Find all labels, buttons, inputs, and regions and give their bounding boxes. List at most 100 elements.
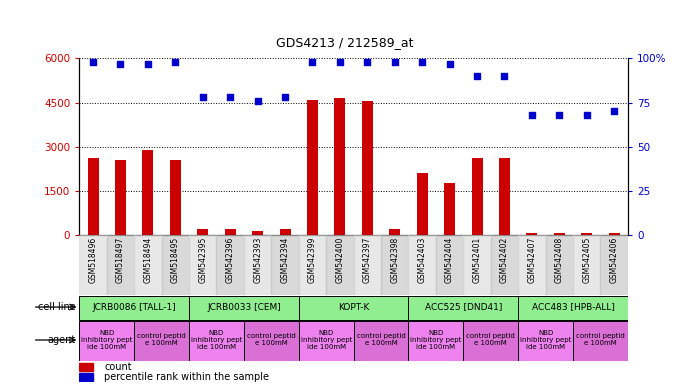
- Bar: [88, 159, 99, 235]
- Bar: [299, 235, 326, 295]
- Bar: [381, 235, 408, 295]
- Bar: [79, 235, 107, 295]
- Bar: [79, 363, 93, 371]
- Text: control peptid
e 100mM: control peptid e 100mM: [137, 333, 186, 346]
- Point: [471, 73, 482, 79]
- Text: NBD
inhibitory pept
ide 100mM: NBD inhibitory pept ide 100mM: [191, 330, 242, 350]
- Bar: [79, 321, 135, 361]
- Text: GSM518497: GSM518497: [116, 237, 125, 283]
- Bar: [189, 296, 299, 319]
- Bar: [581, 233, 592, 235]
- Text: ACC525 [DND41]: ACC525 [DND41]: [424, 303, 502, 311]
- Bar: [170, 160, 181, 235]
- Point: [335, 59, 346, 65]
- Point: [417, 59, 428, 65]
- Text: GSM542403: GSM542403: [417, 237, 426, 283]
- Text: control peptid
e 100mM: control peptid e 100mM: [357, 333, 406, 346]
- Bar: [444, 184, 455, 235]
- Bar: [518, 321, 573, 361]
- Bar: [225, 229, 236, 235]
- Bar: [189, 321, 244, 361]
- Bar: [464, 321, 518, 361]
- Point: [197, 94, 208, 100]
- Point: [252, 98, 263, 104]
- Text: GSM542394: GSM542394: [281, 237, 290, 283]
- Bar: [353, 235, 381, 295]
- Text: GSM542398: GSM542398: [391, 237, 400, 283]
- Point: [554, 112, 565, 118]
- Bar: [326, 235, 353, 295]
- Text: GSM542399: GSM542399: [308, 237, 317, 283]
- Text: NBD
inhibitory pept
ide 100mM: NBD inhibitory pept ide 100mM: [411, 330, 462, 350]
- Bar: [499, 159, 510, 235]
- Bar: [609, 233, 620, 235]
- Text: NBD
inhibitory pept
ide 100mM: NBD inhibitory pept ide 100mM: [301, 330, 352, 350]
- Text: GSM542397: GSM542397: [363, 237, 372, 283]
- Bar: [408, 296, 518, 319]
- Point: [88, 59, 99, 65]
- Text: control peptid
e 100mM: control peptid e 100mM: [466, 333, 515, 346]
- Text: GSM542395: GSM542395: [198, 237, 207, 283]
- Point: [362, 59, 373, 65]
- Bar: [115, 160, 126, 235]
- Bar: [189, 235, 217, 295]
- Bar: [464, 235, 491, 295]
- Point: [499, 73, 510, 79]
- Text: NBD
inhibitory pept
ide 100mM: NBD inhibitory pept ide 100mM: [520, 330, 571, 350]
- Text: JCRB0033 [CEM]: JCRB0033 [CEM]: [207, 303, 281, 311]
- Text: GSM542406: GSM542406: [610, 237, 619, 283]
- Point: [170, 59, 181, 65]
- Point: [225, 94, 236, 100]
- Point: [389, 59, 400, 65]
- Text: GSM542402: GSM542402: [500, 237, 509, 283]
- Bar: [573, 235, 600, 295]
- Bar: [491, 235, 518, 295]
- Bar: [362, 101, 373, 235]
- Bar: [161, 235, 189, 295]
- Text: GSM542393: GSM542393: [253, 237, 262, 283]
- Bar: [197, 229, 208, 235]
- Point: [115, 61, 126, 67]
- Bar: [299, 321, 353, 361]
- Point: [279, 94, 290, 100]
- Text: GSM542408: GSM542408: [555, 237, 564, 283]
- Text: agent: agent: [48, 335, 76, 345]
- Text: GSM542401: GSM542401: [473, 237, 482, 283]
- Text: cell line: cell line: [38, 302, 76, 312]
- Bar: [135, 235, 161, 295]
- Text: percentile rank within the sample: percentile rank within the sample: [104, 372, 269, 382]
- Bar: [408, 235, 436, 295]
- Text: GDS4213 / 212589_at: GDS4213 / 212589_at: [276, 36, 414, 49]
- Point: [444, 61, 455, 67]
- Bar: [471, 159, 482, 235]
- Text: control peptid
e 100mM: control peptid e 100mM: [576, 333, 625, 346]
- Bar: [135, 321, 189, 361]
- Bar: [518, 235, 546, 295]
- Bar: [573, 321, 628, 361]
- Text: GSM542407: GSM542407: [527, 237, 536, 283]
- Text: KOPT-K: KOPT-K: [338, 303, 369, 311]
- Bar: [244, 235, 271, 295]
- Bar: [600, 235, 628, 295]
- Bar: [107, 235, 135, 295]
- Bar: [299, 296, 408, 319]
- Text: GSM542405: GSM542405: [582, 237, 591, 283]
- Text: JCRB0086 [TALL-1]: JCRB0086 [TALL-1]: [92, 303, 176, 311]
- Bar: [271, 235, 299, 295]
- Bar: [79, 373, 93, 381]
- Point: [581, 112, 592, 118]
- Bar: [436, 235, 464, 295]
- Bar: [335, 98, 346, 235]
- Text: GSM542400: GSM542400: [335, 237, 344, 283]
- Point: [609, 108, 620, 114]
- Bar: [408, 321, 464, 361]
- Point: [142, 61, 153, 67]
- Text: NBD
inhibitory pept
ide 100mM: NBD inhibitory pept ide 100mM: [81, 330, 132, 350]
- Bar: [389, 229, 400, 235]
- Bar: [142, 150, 153, 235]
- Text: GSM518496: GSM518496: [88, 237, 97, 283]
- Text: GSM542396: GSM542396: [226, 237, 235, 283]
- Bar: [353, 321, 408, 361]
- Bar: [518, 296, 628, 319]
- Bar: [252, 230, 263, 235]
